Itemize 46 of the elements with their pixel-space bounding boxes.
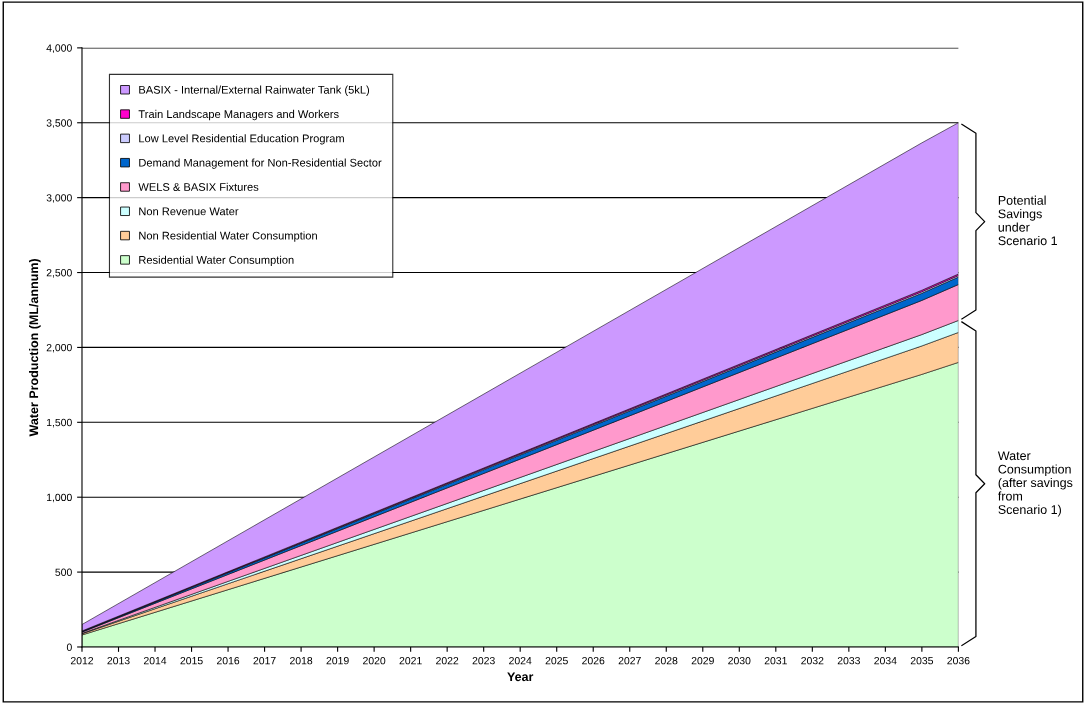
y-tick-label: 3,500	[46, 119, 72, 128]
x-tick-label: 2017	[253, 656, 276, 665]
y-tick-label: 500	[55, 568, 72, 576]
y-axis-title: Water Production (ML/annum)	[29, 259, 41, 437]
y-tick-label: 4,000	[46, 44, 72, 53]
x-tick-label: 2024	[509, 656, 532, 665]
y-tick-label: 1,000	[47, 493, 72, 503]
x-tick-label: 2015	[180, 656, 203, 665]
y-tick-label: 1,500	[47, 418, 72, 428]
x-tick-label: 2018	[290, 656, 313, 665]
x-tick-label: 2021	[399, 656, 422, 665]
legend-label: WELS & BASIX Fixtures	[138, 182, 259, 191]
y-tick-label: 2,000	[46, 343, 72, 353]
x-tick-label: 2033	[837, 656, 860, 665]
x-tick-label: 2032	[801, 656, 824, 665]
y-tick-label: 3,000	[46, 194, 72, 203]
legend-label: BASIX - Internal/External Rainwater Tank (5kL)	[139, 85, 370, 96]
x-tick-label: 2025	[545, 656, 568, 665]
legend-label: Train Landscape Managers and Workers	[138, 109, 339, 121]
x-tick-label: 2026	[582, 656, 605, 665]
legend-label: Low Level Residential Education Program	[139, 134, 344, 145]
y-tick-label: 2,500	[46, 269, 72, 278]
x-tick-label: 2028	[655, 656, 678, 665]
legend-label: Residential Water Consumption	[139, 255, 294, 267]
x-tick-label: 2029	[691, 656, 714, 665]
x-tick-label: 2019	[326, 656, 349, 665]
x-axis-title: Year	[507, 672, 534, 682]
legend-label: Non Residential Water Consumption	[139, 231, 317, 242]
legend-label: Non Revenue Water	[139, 207, 239, 216]
x-tick-label: 2027	[618, 656, 641, 665]
x-tick-label: 2036	[947, 656, 970, 665]
legend-label: Demand Management for Non-Residential Sector	[139, 158, 382, 169]
x-tick-label: 2016	[217, 656, 240, 665]
x-tick-label: 2034	[874, 656, 897, 665]
x-tick-label: 2013	[107, 656, 130, 665]
x-tick-label: 2014	[143, 656, 167, 665]
text: Potential Savings under Scenario 1	[998, 195, 1057, 246]
y-tick-label: 0	[66, 643, 72, 651]
x-tick-label: 2020	[363, 656, 386, 665]
x-tick-label: 2030	[728, 656, 751, 665]
x-tick-label: 2012	[70, 656, 94, 665]
x-tick-label: 2031	[764, 656, 787, 665]
text: Water Consumption (after savings from Scenario 1)	[997, 451, 1073, 517]
x-tick-label: 2022	[436, 656, 459, 665]
x-tick-label: 2023	[472, 656, 495, 665]
x-tick-label: 2035	[910, 656, 934, 665]
